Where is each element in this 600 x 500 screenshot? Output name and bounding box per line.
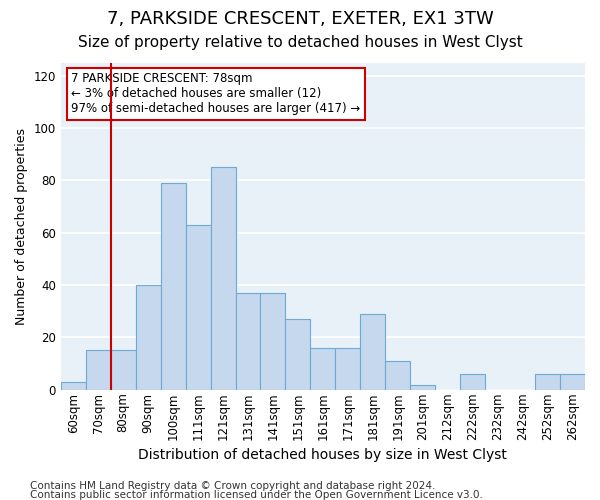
Text: 7, PARKSIDE CRESCENT, EXETER, EX1 3TW: 7, PARKSIDE CRESCENT, EXETER, EX1 3TW <box>107 10 493 28</box>
Bar <box>61 382 86 390</box>
Text: Contains HM Land Registry data © Crown copyright and database right 2024.: Contains HM Land Registry data © Crown c… <box>30 481 436 491</box>
Bar <box>185 225 211 390</box>
Bar <box>161 183 185 390</box>
Bar <box>335 348 361 390</box>
Text: Contains public sector information licensed under the Open Government Licence v3: Contains public sector information licen… <box>30 490 483 500</box>
Y-axis label: Number of detached properties: Number of detached properties <box>15 128 28 324</box>
Bar <box>111 350 136 390</box>
X-axis label: Distribution of detached houses by size in West Clyst: Distribution of detached houses by size … <box>139 448 508 462</box>
Bar <box>86 350 111 390</box>
Text: Size of property relative to detached houses in West Clyst: Size of property relative to detached ho… <box>77 35 523 50</box>
Bar <box>136 285 161 390</box>
Bar <box>560 374 585 390</box>
Bar <box>211 167 236 390</box>
Bar <box>286 319 310 390</box>
Bar <box>361 314 385 390</box>
Bar <box>260 293 286 390</box>
Bar <box>236 293 260 390</box>
Bar <box>535 374 560 390</box>
Bar <box>410 384 435 390</box>
Text: 7 PARKSIDE CRESCENT: 78sqm
← 3% of detached houses are smaller (12)
97% of semi-: 7 PARKSIDE CRESCENT: 78sqm ← 3% of detac… <box>71 72 361 116</box>
Bar <box>460 374 485 390</box>
Bar <box>310 348 335 390</box>
Bar <box>385 361 410 390</box>
